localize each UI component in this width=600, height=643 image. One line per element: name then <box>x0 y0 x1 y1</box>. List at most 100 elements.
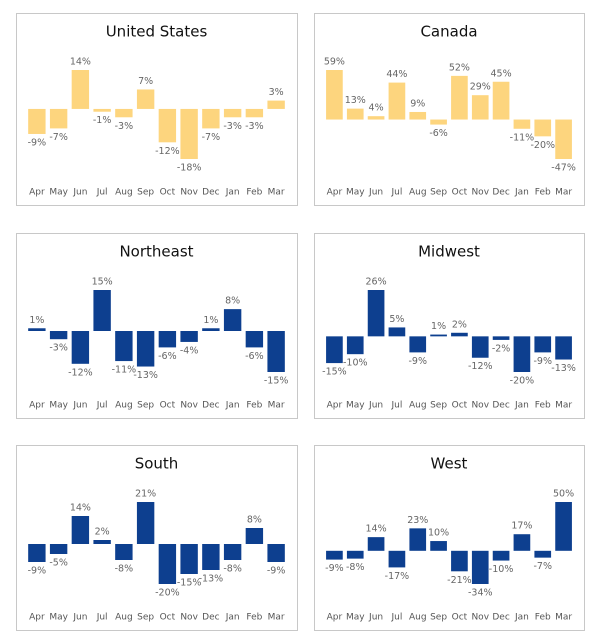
bar <box>158 331 177 348</box>
bar <box>180 108 198 159</box>
x-tick-label: May <box>346 188 365 198</box>
value-label: -15% <box>264 376 289 387</box>
x-tick-label: Feb <box>535 188 551 198</box>
bar <box>136 502 155 544</box>
bar <box>267 331 285 372</box>
x-tick-label: Sep <box>430 613 447 623</box>
x-tick-label: Apr <box>29 188 45 198</box>
bar <box>513 119 531 129</box>
x-tick-label: Jan <box>514 401 529 411</box>
x-tick-label: Oct <box>160 188 176 198</box>
bar <box>409 528 427 551</box>
x-tick-label: Apr <box>327 401 343 411</box>
value-label: 10% <box>428 528 449 539</box>
x-tick-label: Sep <box>137 188 154 198</box>
value-label: 29% <box>470 82 491 93</box>
x-tick-label: Jan <box>514 613 529 623</box>
value-label: 7% <box>138 76 153 87</box>
value-label: -11% <box>112 365 137 376</box>
value-label: 17% <box>511 521 532 532</box>
bar <box>115 331 133 362</box>
value-label: 1% <box>29 315 44 326</box>
chart-title: Canada <box>420 23 477 41</box>
bar <box>471 336 489 358</box>
value-label: 3% <box>269 87 284 98</box>
bar <box>245 331 264 348</box>
bar <box>28 544 46 562</box>
bar <box>409 336 427 353</box>
value-label: -10% <box>343 358 368 369</box>
value-label: 52% <box>449 62 470 73</box>
x-tick-label: May <box>49 613 68 623</box>
chart-title: United States <box>106 23 208 41</box>
value-label: -6% <box>245 351 264 362</box>
bar <box>71 331 90 364</box>
x-tick-label: Jun <box>368 613 383 623</box>
x-tick-label: Dec <box>202 401 219 411</box>
bar <box>71 70 90 109</box>
x-tick-label: Mar <box>555 613 572 623</box>
value-label: 8% <box>247 515 262 526</box>
bar <box>115 544 133 560</box>
x-tick-label: Apr <box>327 188 343 198</box>
value-label: -9% <box>28 137 47 148</box>
x-tick-label: Aug <box>115 188 133 198</box>
value-label: -15% <box>322 367 347 378</box>
bar <box>136 331 155 367</box>
x-tick-label: Jan <box>225 401 240 411</box>
bar <box>388 327 406 337</box>
bar <box>346 550 364 559</box>
bar <box>388 82 406 120</box>
x-tick-label: Oct <box>452 613 468 623</box>
value-label: 5% <box>389 314 404 325</box>
bar <box>367 290 385 337</box>
value-label: -10% <box>489 564 514 575</box>
bar <box>346 108 364 120</box>
bar <box>326 550 343 560</box>
x-tick-label: Nov <box>471 613 489 623</box>
x-tick-label: Aug <box>409 613 427 623</box>
chart-title: South <box>135 455 179 473</box>
x-tick-label: May <box>49 401 68 411</box>
bar <box>409 111 427 120</box>
value-label: 26% <box>366 277 387 288</box>
x-tick-label: May <box>346 401 365 411</box>
bar <box>267 544 285 562</box>
bar <box>534 119 552 137</box>
x-tick-label: Feb <box>246 401 262 411</box>
bar <box>49 331 68 340</box>
value-label: 59% <box>324 57 345 68</box>
x-tick-label: Jul <box>390 401 402 411</box>
x-tick-label: Sep <box>137 613 154 623</box>
bar <box>430 119 447 125</box>
value-label: 8% <box>225 296 240 307</box>
bar <box>388 550 406 568</box>
value-label: -8% <box>115 564 134 575</box>
value-label: -20% <box>510 376 535 387</box>
x-tick-label: Apr <box>29 613 45 623</box>
x-tick-label: Jul <box>96 613 108 623</box>
bar <box>93 290 111 331</box>
value-label: 1% <box>431 321 446 332</box>
value-label: -12% <box>468 361 493 372</box>
value-label: -34% <box>468 588 493 599</box>
value-label: -20% <box>155 588 180 599</box>
x-tick-label: May <box>49 188 68 198</box>
x-tick-label: Sep <box>430 188 447 198</box>
bar <box>223 544 242 560</box>
x-tick-label: Jan <box>225 613 240 623</box>
value-label: -15% <box>177 578 202 589</box>
bar <box>71 516 90 544</box>
value-label: -9% <box>325 563 344 574</box>
x-tick-label: Nov <box>471 188 489 198</box>
value-label: -13% <box>199 574 224 585</box>
value-label: 14% <box>70 57 91 68</box>
bar <box>180 544 198 574</box>
value-label: 21% <box>135 489 156 500</box>
x-tick-label: Aug <box>409 401 427 411</box>
bar <box>555 119 572 159</box>
x-tick-label: Feb <box>535 613 551 623</box>
bar <box>534 336 552 353</box>
value-label: 23% <box>407 515 428 526</box>
